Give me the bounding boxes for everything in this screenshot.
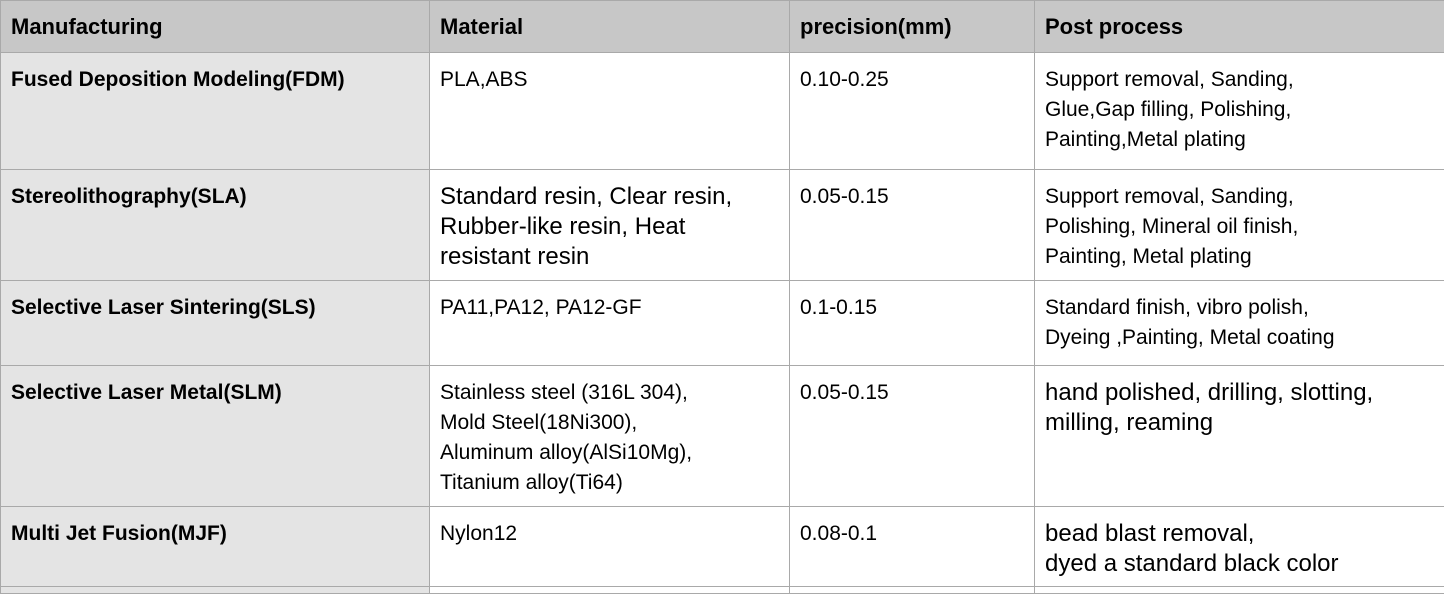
row-material-cell: PLA,ABS	[430, 53, 790, 170]
row-precision-cell: 0.05-0.15	[790, 366, 1035, 507]
row-precision-cell: 0.08-0.1	[790, 507, 1035, 587]
row-precision-cell-empty	[790, 587, 1035, 594]
table-row-partial	[1, 587, 1444, 594]
row-manufacturing-cell: Fused Deposition Modeling(FDM)	[1, 53, 430, 170]
row-manufacturing-cell-empty	[1, 587, 430, 594]
row-material-cell: Standard resin, Clear resin, Rubber-like…	[430, 170, 790, 281]
table-row: Selective Laser Metal(SLM) Stainless ste…	[1, 366, 1444, 507]
row-manufacturing-cell: Stereolithography(SLA)	[1, 170, 430, 281]
row-material-cell: Nylon12	[430, 507, 790, 587]
table-row: Stereolithography(SLA) Standard resin, C…	[1, 170, 1444, 281]
header-post-process: Post process	[1035, 1, 1444, 53]
row-precision-cell: 0.10-0.25	[790, 53, 1035, 170]
row-post-process-cell-empty	[1035, 587, 1444, 594]
row-material-cell: PA11,PA12, PA12-GF	[430, 281, 790, 366]
row-post-process-cell: Support removal, Sanding, Glue,Gap filli…	[1035, 53, 1444, 170]
table-row: Multi Jet Fusion(MJF) Nylon12 0.08-0.1 b…	[1, 507, 1444, 587]
row-manufacturing-cell: Selective Laser Sintering(SLS)	[1, 281, 430, 366]
row-post-process-cell: Support removal, Sanding, Polishing, Min…	[1035, 170, 1444, 281]
table-row: Fused Deposition Modeling(FDM) PLA,ABS 0…	[1, 53, 1444, 170]
header-material: Material	[430, 1, 790, 53]
row-material-cell: Stainless steel (316L 304), Mold Steel(1…	[430, 366, 790, 507]
row-post-process-cell: Standard finish, vibro polish, Dyeing ,P…	[1035, 281, 1444, 366]
header-row: Manufacturing Material precision(mm) Pos…	[1, 1, 1444, 53]
row-precision-cell: 0.05-0.15	[790, 170, 1035, 281]
row-post-process-cell: hand polished, drilling, slotting, milli…	[1035, 366, 1444, 507]
row-manufacturing-cell: Multi Jet Fusion(MJF)	[1, 507, 430, 587]
table-header: Manufacturing Material precision(mm) Pos…	[1, 1, 1444, 53]
header-precision: precision(mm)	[790, 1, 1035, 53]
table-body: Fused Deposition Modeling(FDM) PLA,ABS 0…	[1, 53, 1444, 594]
row-manufacturing-cell: Selective Laser Metal(SLM)	[1, 366, 430, 507]
table-row: Selective Laser Sintering(SLS) PA11,PA12…	[1, 281, 1444, 366]
row-material-cell-empty	[430, 587, 790, 594]
header-manufacturing: Manufacturing	[1, 1, 430, 53]
row-precision-cell: 0.1-0.15	[790, 281, 1035, 366]
row-post-process-cell: bead blast removal, dyed a standard blac…	[1035, 507, 1444, 587]
